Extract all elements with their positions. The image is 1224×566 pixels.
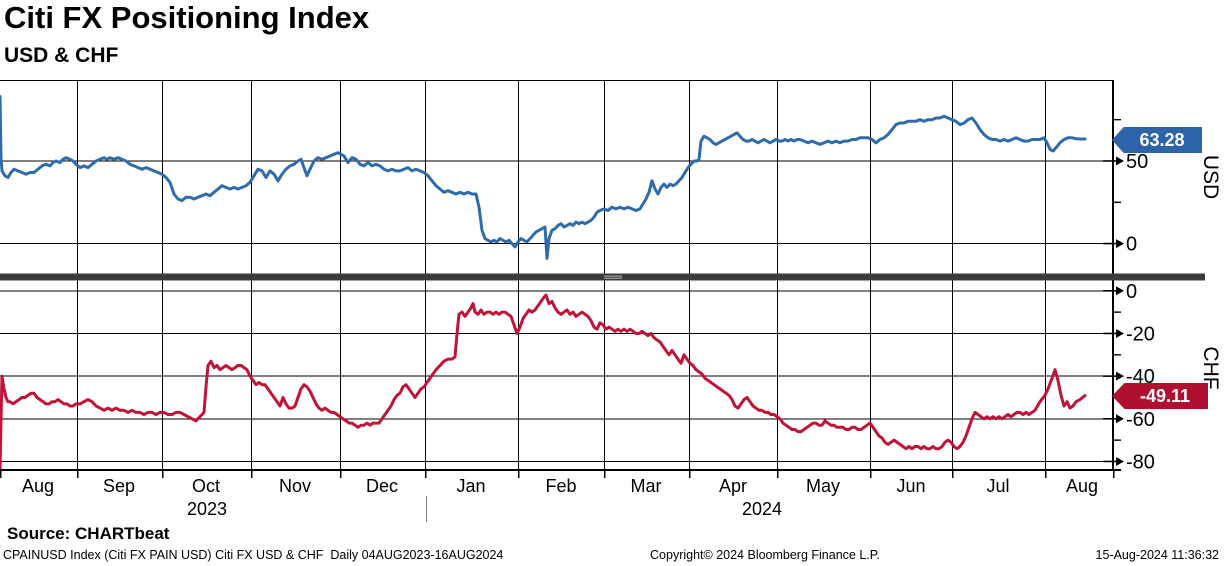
usd-panel-axis-label: USD [1199,154,1222,200]
chf-tick-label: -20 [1126,323,1155,345]
tick-arrow-icon [1116,456,1124,466]
footer-timestamp: 15-Aug-2024 11:36:32 [1095,548,1219,562]
tick-arrow-icon [1116,328,1124,338]
usd-last-value-badge: 63.28 [1112,127,1202,153]
month-label-mar: Mar [631,476,662,496]
chf-series-line [0,293,1087,472]
panel-divider-bar [0,273,1205,281]
tick-arrow-icon [1116,286,1124,296]
chf-tick-label: -60 [1126,409,1155,431]
month-label-jun: Jun [896,476,925,496]
divider-handle[interactable] [604,275,622,277]
page-subtitle: USD & CHF [4,44,119,67]
tick-arrow-icon [1116,156,1124,166]
year-label-2024: 2024 [742,499,782,519]
month-label-aug: Aug [1066,476,1098,496]
source-label: Source: CHARTbeat [7,524,170,543]
tick-arrow-icon [1116,414,1124,424]
chf-tick-label: 0 [1126,281,1137,303]
chf-tick-label: -40 [1126,366,1155,388]
year-label-2023: 2023 [187,499,227,519]
tick-arrow-icon [1116,371,1124,381]
month-label-aug: Aug [22,476,54,496]
month-label-sep: Sep [103,476,135,496]
month-label-nov: Nov [279,476,311,496]
usd-tick-label: 50 [1126,151,1148,173]
month-label-feb: Feb [545,476,576,496]
footer-copyright: Copyright© 2024 Bloomberg Finance L.P. [650,548,880,562]
month-label-jan: Jan [456,476,485,496]
divider-handle[interactable] [604,277,622,279]
month-label-apr: Apr [719,476,747,496]
tick-arrow-icon [1116,239,1124,249]
month-label-dec: Dec [366,476,398,496]
month-label-may: May [806,476,840,496]
chf-panel-axis-label: CHF [1199,346,1222,390]
month-label-oct: Oct [192,476,220,496]
usd-tick-label: 0 [1126,234,1137,256]
page-title: Citi FX Positioning Index [4,0,370,35]
footer-ticker-info: CPAINUSD Index (Citi FX PAIN USD) Citi F… [3,548,504,562]
month-label-jul: Jul [986,476,1009,496]
chf-tick-label: -80 [1126,451,1155,473]
usd-series-line [0,95,1087,260]
chf-last-value-badge: -49.11 [1112,383,1208,409]
